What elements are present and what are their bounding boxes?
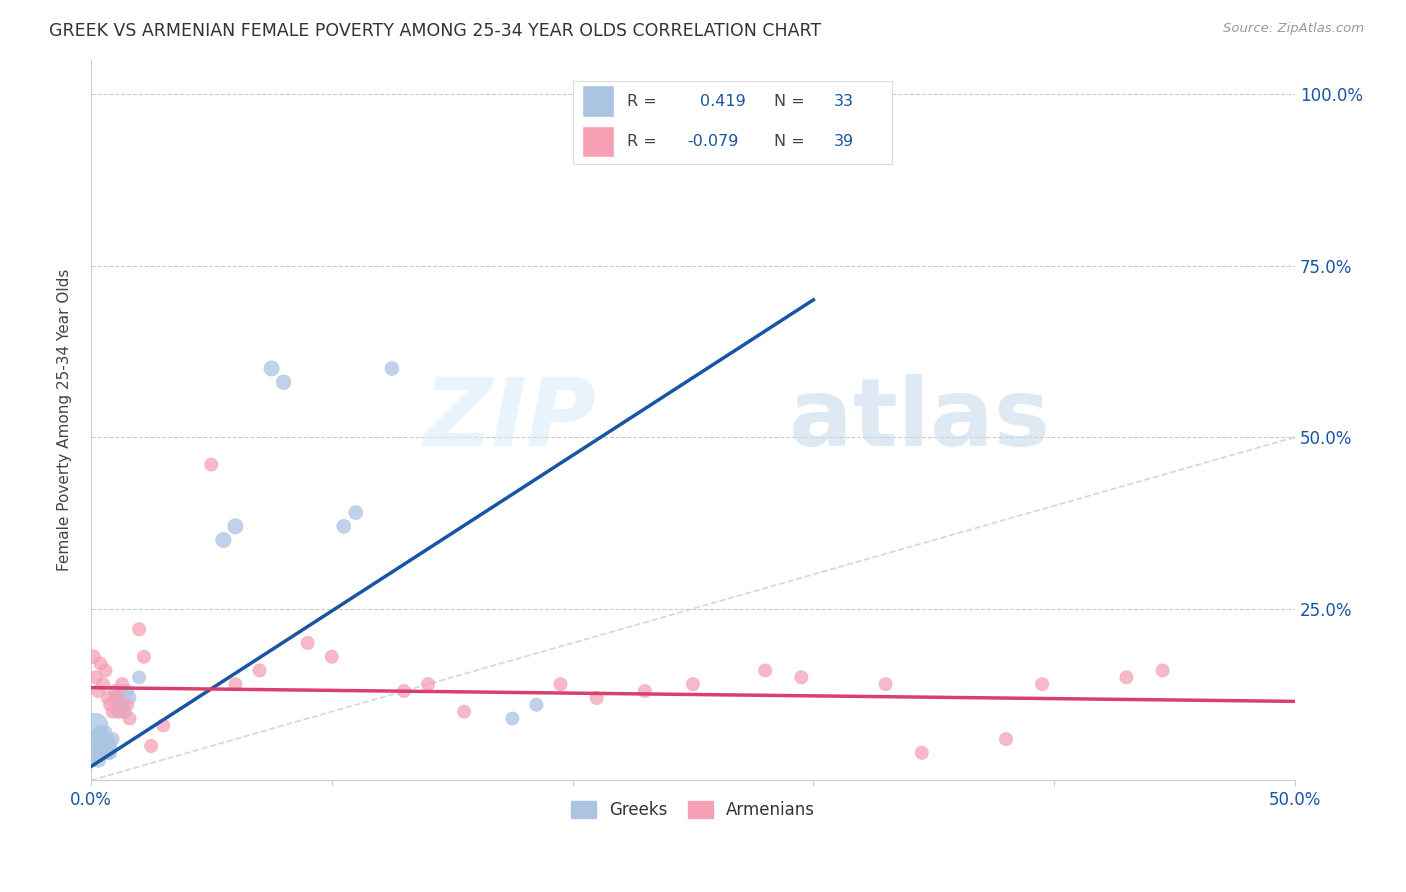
Point — [87, 753, 110, 767]
Point — [526, 698, 548, 712]
Point — [87, 684, 110, 698]
Point — [381, 361, 404, 376]
Point — [101, 705, 124, 719]
Point — [84, 670, 107, 684]
Point — [91, 732, 114, 747]
Legend: Greeks, Armenians: Greeks, Armenians — [564, 795, 821, 826]
Point — [115, 698, 138, 712]
Point — [84, 718, 107, 732]
Point — [91, 746, 114, 760]
Point — [108, 705, 131, 719]
Point — [98, 739, 121, 753]
Point — [98, 698, 121, 712]
Point — [754, 664, 776, 678]
Point — [273, 375, 295, 389]
Point — [995, 732, 1018, 747]
Point — [152, 718, 174, 732]
Text: GREEK VS ARMENIAN FEMALE POVERTY AMONG 25-34 YEAR OLDS CORRELATION CHART: GREEK VS ARMENIAN FEMALE POVERTY AMONG 2… — [49, 22, 821, 40]
Point — [97, 732, 120, 747]
Point — [87, 732, 110, 747]
Point — [200, 458, 222, 472]
Point — [249, 664, 271, 678]
Point — [97, 746, 120, 760]
Point — [97, 690, 120, 705]
Point — [104, 690, 127, 705]
Point — [107, 690, 129, 705]
Point — [875, 677, 897, 691]
Point — [111, 677, 134, 691]
Point — [115, 684, 138, 698]
Point — [790, 670, 813, 684]
Point — [1152, 664, 1174, 678]
Point — [634, 684, 657, 698]
Point — [108, 684, 131, 698]
Point — [128, 622, 150, 636]
Point — [416, 677, 439, 691]
Point — [224, 519, 246, 533]
Point — [128, 670, 150, 684]
Y-axis label: Female Poverty Among 25-34 Year Olds: Female Poverty Among 25-34 Year Olds — [58, 268, 72, 571]
Point — [107, 705, 129, 719]
Point — [453, 705, 475, 719]
Point — [114, 705, 136, 719]
Point — [82, 649, 104, 664]
Point — [90, 657, 112, 671]
Point — [585, 690, 607, 705]
Point — [90, 725, 112, 739]
Point — [132, 649, 155, 664]
Point — [111, 698, 134, 712]
Point — [224, 677, 246, 691]
Point — [90, 739, 112, 753]
Point — [333, 519, 356, 533]
Point — [94, 664, 117, 678]
Point — [118, 712, 141, 726]
Point — [911, 746, 934, 760]
Point — [139, 739, 162, 753]
Point — [260, 361, 283, 376]
Point — [550, 677, 572, 691]
Point — [1031, 677, 1053, 691]
Point — [501, 712, 523, 726]
Point — [344, 506, 367, 520]
Point — [101, 732, 124, 747]
Point — [98, 746, 121, 760]
Point — [82, 739, 104, 753]
Point — [1115, 670, 1137, 684]
Point — [321, 649, 343, 664]
Point — [392, 684, 415, 698]
Point — [118, 690, 141, 705]
Point — [682, 677, 704, 691]
Point — [91, 677, 114, 691]
Point — [84, 746, 107, 760]
Text: Source: ZipAtlas.com: Source: ZipAtlas.com — [1223, 22, 1364, 36]
Point — [94, 739, 117, 753]
Point — [297, 636, 319, 650]
Text: atlas: atlas — [789, 374, 1050, 466]
Point — [212, 533, 235, 547]
Point — [104, 684, 127, 698]
Text: ZIP: ZIP — [423, 374, 596, 466]
Point — [94, 725, 117, 739]
